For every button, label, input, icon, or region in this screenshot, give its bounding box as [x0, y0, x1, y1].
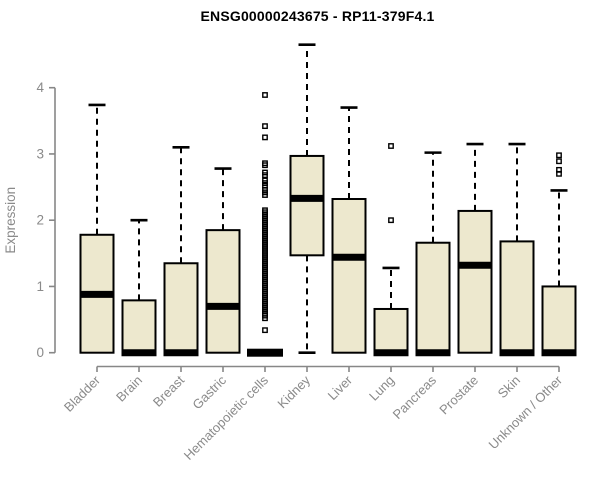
boxplot-prostate: [457, 142, 493, 354]
boxplot-hematopoietic-cells: [247, 92, 283, 357]
box: [289, 154, 325, 257]
box: [163, 262, 199, 354]
outlier-point: [388, 143, 394, 149]
box: [541, 285, 577, 354]
x-tick-label: Breast: [150, 372, 187, 409]
boxplot-pancreas: [415, 151, 451, 357]
outlier-point: [262, 192, 268, 198]
x-tick-label: Unknown / Other: [486, 372, 566, 452]
x-tick-label: Liver: [325, 372, 356, 403]
outlier-point: [556, 152, 562, 159]
outlier-point: [262, 315, 268, 322]
outlier-point: [556, 158, 562, 165]
boxplot-bladder: [79, 103, 115, 354]
box: [457, 209, 493, 354]
y-axis-title: Expression: [3, 187, 18, 254]
y-tick-label: 1: [36, 279, 44, 294]
outlier-point: [262, 162, 268, 169]
x-tick-label: Bladder: [61, 372, 104, 415]
collapsed-box: [247, 348, 283, 357]
box: [415, 241, 451, 354]
x-tick-label: Brain: [113, 373, 145, 405]
outlier-point: [262, 172, 268, 179]
boxplot-kidney: [289, 43, 325, 355]
boxplot-unknown-other: [541, 152, 577, 357]
y-tick-label: 2: [36, 213, 44, 228]
boxplot-brain: [121, 218, 157, 357]
box: [499, 240, 535, 354]
boxplot-liver: [331, 106, 367, 354]
y-axis: 0 1 2 3 4 Expression: [3, 80, 56, 360]
outlier-point: [262, 327, 268, 334]
outlier-point: [262, 134, 268, 141]
box: [331, 198, 367, 354]
box: [121, 299, 157, 354]
y-tick-label: 0: [36, 345, 44, 360]
x-tick-label: Lung: [366, 373, 397, 404]
boxplot-lung: [373, 143, 409, 357]
boxplot-gastric: [205, 167, 241, 354]
x-tick-label: Skin: [495, 373, 523, 401]
y-tick-label: 4: [36, 80, 44, 95]
outlier-point: [262, 92, 268, 98]
box: [205, 229, 241, 354]
outlier-point: [556, 166, 562, 173]
chart-title: ENSG00000243675 - RP11-379F4.1: [200, 8, 435, 24]
outlier-point: [262, 123, 268, 130]
y-tick-label: 3: [36, 146, 44, 161]
x-tick-label: Gastric: [189, 372, 229, 412]
x-tick-label: Prostate: [436, 373, 481, 418]
x-tick-label: Kidney: [274, 372, 313, 411]
boxplot-breast: [163, 146, 199, 357]
outlier-point: [388, 217, 394, 224]
box: [373, 307, 409, 354]
x-tick-label: Pancreas: [390, 372, 440, 422]
boxplot-skin: [499, 142, 535, 357]
